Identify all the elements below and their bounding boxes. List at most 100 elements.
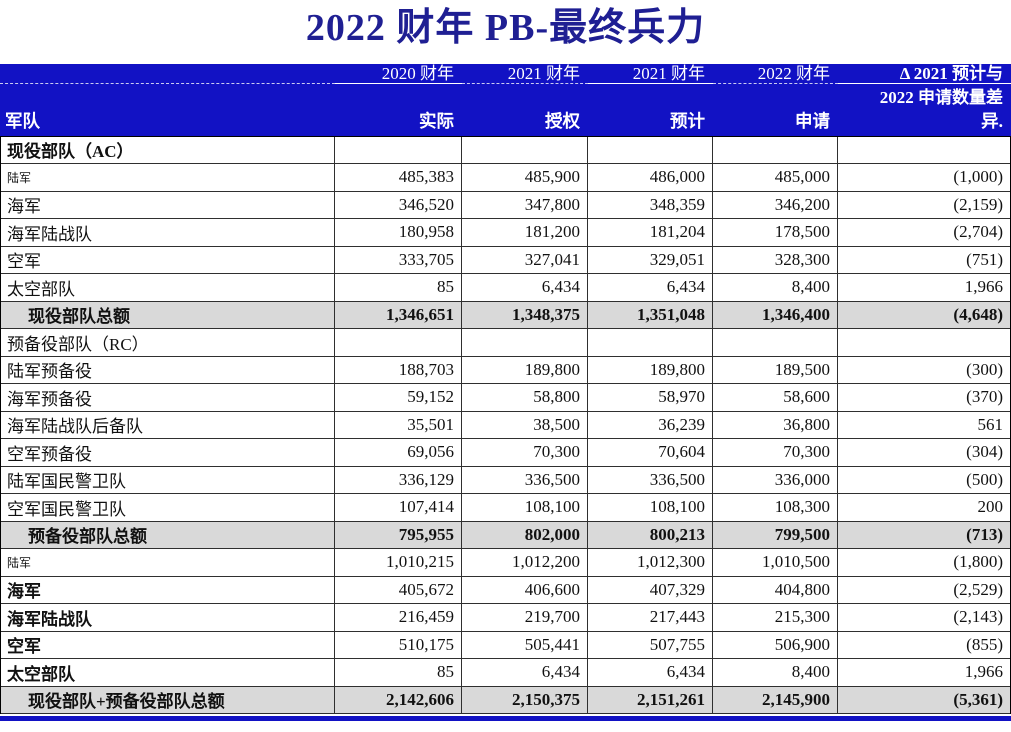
value-cell: 219,700 — [462, 604, 588, 631]
value-cell: 108,300 — [713, 494, 838, 521]
value-cell: 85 — [335, 659, 462, 686]
value-cell: 407,329 — [588, 576, 713, 603]
row-label: 陆军 — [1, 164, 335, 191]
row-label: 预备役部队总额 — [1, 521, 335, 548]
value-cell — [838, 137, 1010, 164]
value-cell: 6,434 — [588, 274, 713, 301]
value-cell: 1,010,215 — [335, 549, 462, 576]
value-cell: 486,000 — [588, 164, 713, 191]
page: 2022 财年 PB-最终兵力 军队 2020 财年 实际 2021 财年 授权… — [0, 5, 1011, 721]
value-cell — [462, 136, 588, 163]
row-label: 海军陆战队 — [1, 604, 335, 631]
measure-label: 授权 — [545, 110, 580, 131]
value-cell: 108,100 — [588, 494, 713, 521]
value-cell: (1,800) — [953, 552, 1003, 572]
total-row: 现役部队总额 1,346,651 1,348,375 1,351,048 1,346,4… — [1, 301, 1010, 329]
row-label: 海军陆战队后备队 — [1, 411, 335, 438]
section-header-row: 预备役部队（RC） — [1, 329, 1010, 357]
value-cell: 505,441 — [462, 631, 588, 658]
row-label: 海军 — [1, 191, 335, 218]
value-cell: 561 — [977, 414, 1004, 434]
value-cell: 799,500 — [713, 521, 838, 548]
value-cell: (2,143) — [953, 607, 1003, 627]
header-cell-delta: Δ 2021 预计与 2022 申请数量差 异. — [838, 64, 1011, 136]
value-cell: 70,300 — [713, 439, 838, 466]
value-cell: 69,056 — [335, 439, 462, 466]
value-cell: 336,500 — [588, 466, 713, 493]
table-row: 陆军国民警卫队 336,129 336,500 336,500 336,000 (500) — [1, 466, 1010, 494]
row-label: 预备役部队（RC） — [1, 329, 335, 356]
value-cell — [588, 329, 713, 356]
value-cell: 36,239 — [588, 411, 713, 438]
value-cell: 1,012,300 — [588, 549, 713, 576]
table-row: 空军国民警卫队 107,414 108,100 108,100 108,300 200 — [1, 494, 1010, 522]
table-row: 陆军预备役 188,703 189,800 189,800 189,500 (300) — [1, 356, 1010, 384]
row-label: 陆军国民警卫队 — [1, 466, 335, 493]
value-cell: (855) — [966, 634, 1003, 654]
year-label: 2020 财年 — [335, 64, 462, 84]
value-cell: (4,648) — [953, 304, 1003, 324]
value-cell: 406,600 — [462, 576, 588, 603]
value-cell: (304) — [966, 442, 1003, 462]
value-cell: 510,175 — [335, 631, 462, 658]
measure-label: 申请 — [795, 110, 830, 131]
value-cell: 200 — [977, 497, 1004, 517]
value-cell: 216,459 — [335, 604, 462, 631]
table-row: 太空部队 85 6,434 6,434 8,400 1,966 — [1, 659, 1010, 687]
value-cell: 180,958 — [335, 219, 462, 246]
value-cell: 346,200 — [713, 191, 838, 218]
force-strength-table: 军队 2020 财年 实际 2021 财年 授权 2021 财年 预计 2022… — [0, 63, 1011, 714]
value-cell: (300) — [966, 359, 1003, 379]
value-cell: 85 — [335, 274, 462, 301]
value-cell: 327,041 — [462, 246, 588, 273]
row-label: 空军国民警卫队 — [1, 494, 335, 521]
value-cell: 58,970 — [588, 384, 713, 411]
value-cell: 6,434 — [588, 659, 713, 686]
value-cell: (751) — [966, 249, 1003, 269]
value-cell: 1,351,048 — [588, 301, 713, 328]
value-cell: 59,152 — [335, 384, 462, 411]
value-cell: 8,400 — [713, 274, 838, 301]
value-cell: 215,300 — [713, 604, 838, 631]
value-cell: 6,434 — [462, 659, 588, 686]
header-cell-forces: 军队 — [0, 64, 335, 136]
value-cell: (500) — [966, 469, 1003, 489]
value-cell: 217,443 — [588, 604, 713, 631]
value-cell: 189,500 — [713, 356, 838, 383]
value-cell: 328,300 — [713, 246, 838, 273]
value-cell: 485,383 — [335, 164, 462, 191]
value-cell: 336,129 — [335, 466, 462, 493]
value-cell: (713) — [966, 524, 1003, 544]
value-cell: 336,500 — [462, 466, 588, 493]
value-cell: 1,346,651 — [335, 301, 462, 328]
bottom-accent-bar — [0, 716, 1011, 721]
header-underline — [0, 64, 335, 84]
measure-label: 实际 — [419, 110, 454, 131]
value-cell: 38,500 — [462, 411, 588, 438]
row-label: 陆军预备役 — [1, 356, 335, 383]
value-cell — [335, 136, 462, 163]
value-cell: 2,145,900 — [713, 686, 838, 713]
row-label: 现役部队总额 — [1, 301, 335, 328]
value-cell: 485,900 — [462, 164, 588, 191]
value-cell: 189,800 — [462, 356, 588, 383]
value-cell: 6,434 — [462, 274, 588, 301]
table-row: 海军 346,520 347,800 348,359 346,200 (2,159) — [1, 191, 1010, 219]
value-cell: 70,604 — [588, 439, 713, 466]
row-label: 海军 — [1, 576, 335, 603]
row-label: 空军 — [1, 246, 335, 273]
row-label: 太空部队 — [1, 659, 335, 686]
header-cell-fy2020-actual: 2020 财年 实际 — [335, 64, 462, 136]
table-row: 陆军 485,383 485,900 486,000 485,000 (1,000) — [1, 164, 1010, 192]
value-cell: (5,361) — [953, 689, 1003, 709]
measure-label: 预计 — [670, 110, 705, 131]
value-cell: 35,501 — [335, 411, 462, 438]
year-label: 2021 财年 — [462, 64, 588, 84]
value-cell: 333,705 — [335, 246, 462, 273]
value-cell — [713, 329, 838, 356]
table-row: 海军预备役 59,152 58,800 58,970 58,600 (370) — [1, 384, 1010, 412]
value-cell: 506,900 — [713, 631, 838, 658]
value-cell: 347,800 — [462, 191, 588, 218]
header-cell-fy2021-authorized: 2021 财年 授权 — [462, 64, 588, 136]
table-row: 陆军 1,010,215 1,012,200 1,012,300 1,010,500 (1… — [1, 549, 1010, 577]
